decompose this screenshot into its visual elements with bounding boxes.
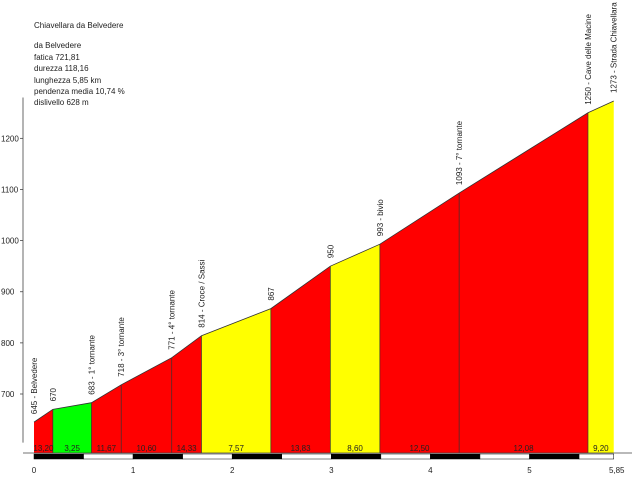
- profile-segment: [34, 409, 53, 453]
- x-tick-label: 3: [329, 466, 334, 475]
- y-tick-label: 1200: [1, 134, 19, 143]
- waypoint-label: 1273 - Strada Chiavellara C: [610, 0, 619, 93]
- durezza-stat: durezza 118,16: [34, 64, 89, 74]
- segment-slope-label: 12,08: [514, 444, 535, 453]
- profile-segment: [587, 101, 614, 454]
- waypoint-label: 993 - bivio: [376, 199, 385, 236]
- segment-slope-label: 8,60: [347, 444, 363, 453]
- profile-segment: [52, 402, 92, 453]
- waypoint-label: 1093 - 7° tornante: [455, 120, 464, 185]
- x-tick-label: 5: [527, 466, 532, 475]
- y-tick-label: 1100: [1, 185, 19, 194]
- x-tick-label: 0: [32, 466, 37, 475]
- profile-segment: [121, 357, 172, 453]
- climb-title: Chiavellara da Belvedere: [34, 21, 124, 30]
- km-scale-block: [281, 453, 332, 460]
- segment-slope-label: 9,20: [593, 444, 609, 453]
- pendenza-stat: pendenza media 10,74 %: [34, 87, 125, 97]
- waypoint-label: 814 - Croce / Sassi: [197, 259, 206, 327]
- km-scale-block: [33, 453, 84, 460]
- profile-segment: [171, 335, 202, 453]
- km-scale-block: [331, 453, 382, 460]
- profile-segment: [459, 112, 588, 453]
- lunghezza-stat: lunghezza 5,85 km: [34, 75, 102, 85]
- km-scale-block: [578, 453, 614, 460]
- waypoint-label: 683 - 1° tornante: [87, 334, 96, 394]
- km-scale-block: [529, 453, 580, 460]
- waypoint-label: 1250 - Cave delle Macine: [584, 14, 593, 105]
- km-scale-block: [430, 453, 481, 460]
- segment-slope-label: 13,20: [33, 444, 54, 453]
- waypoint-label: 771 - 4° tornante: [168, 289, 177, 349]
- waypoint-label: 950: [326, 244, 335, 258]
- dislivello-stat: dislivello 628 m: [34, 98, 89, 108]
- segment-slope-label: 7,57: [228, 444, 244, 453]
- profile-segment: [270, 266, 331, 453]
- km-scale-block: [479, 453, 530, 460]
- segment-slope-label: 12,50: [409, 444, 430, 453]
- waypoint-label: 645 - Belvedere: [30, 357, 39, 414]
- profile-segment: [91, 384, 122, 453]
- x-tick-label: 4: [428, 466, 433, 475]
- segment-slope-label: 3,25: [64, 444, 80, 453]
- waypoint-label: 718 - 3° tornante: [117, 317, 126, 377]
- waypoint-label: 670: [49, 387, 58, 401]
- y-tick-label: 1000: [1, 237, 19, 246]
- info-panel: Chiavellara da Belvedere da Belvedere fa…: [34, 20, 125, 109]
- km-scale-block: [182, 453, 233, 460]
- x-tick-label: 2: [230, 466, 235, 475]
- waypoint-label: 867: [267, 287, 276, 301]
- y-tick-label: 900: [1, 288, 15, 297]
- y-tick-label: 700: [1, 390, 15, 399]
- start-label: da Belvedere: [34, 41, 82, 51]
- km-scale-block: [380, 453, 431, 460]
- km-scale-block: [132, 453, 183, 460]
- y-tick-label: 800: [1, 339, 15, 348]
- km-scale-block: [231, 453, 282, 460]
- segment-slope-label: 14,33: [177, 444, 198, 453]
- profile-segment: [379, 193, 460, 454]
- segment-slope-label: 11,67: [97, 444, 117, 453]
- x-tick-label: 1: [131, 466, 136, 475]
- profile-segment: [201, 308, 271, 453]
- x-end-label: 5,85: [609, 466, 625, 475]
- fatica-stat: fatica 721,81: [34, 52, 80, 62]
- profile-outline: [33, 100, 614, 423]
- profile-segment: [330, 244, 380, 453]
- km-scale-block: [83, 453, 134, 460]
- segment-slope-label: 13,83: [291, 444, 312, 453]
- segment-slope-label: 10,60: [136, 444, 157, 453]
